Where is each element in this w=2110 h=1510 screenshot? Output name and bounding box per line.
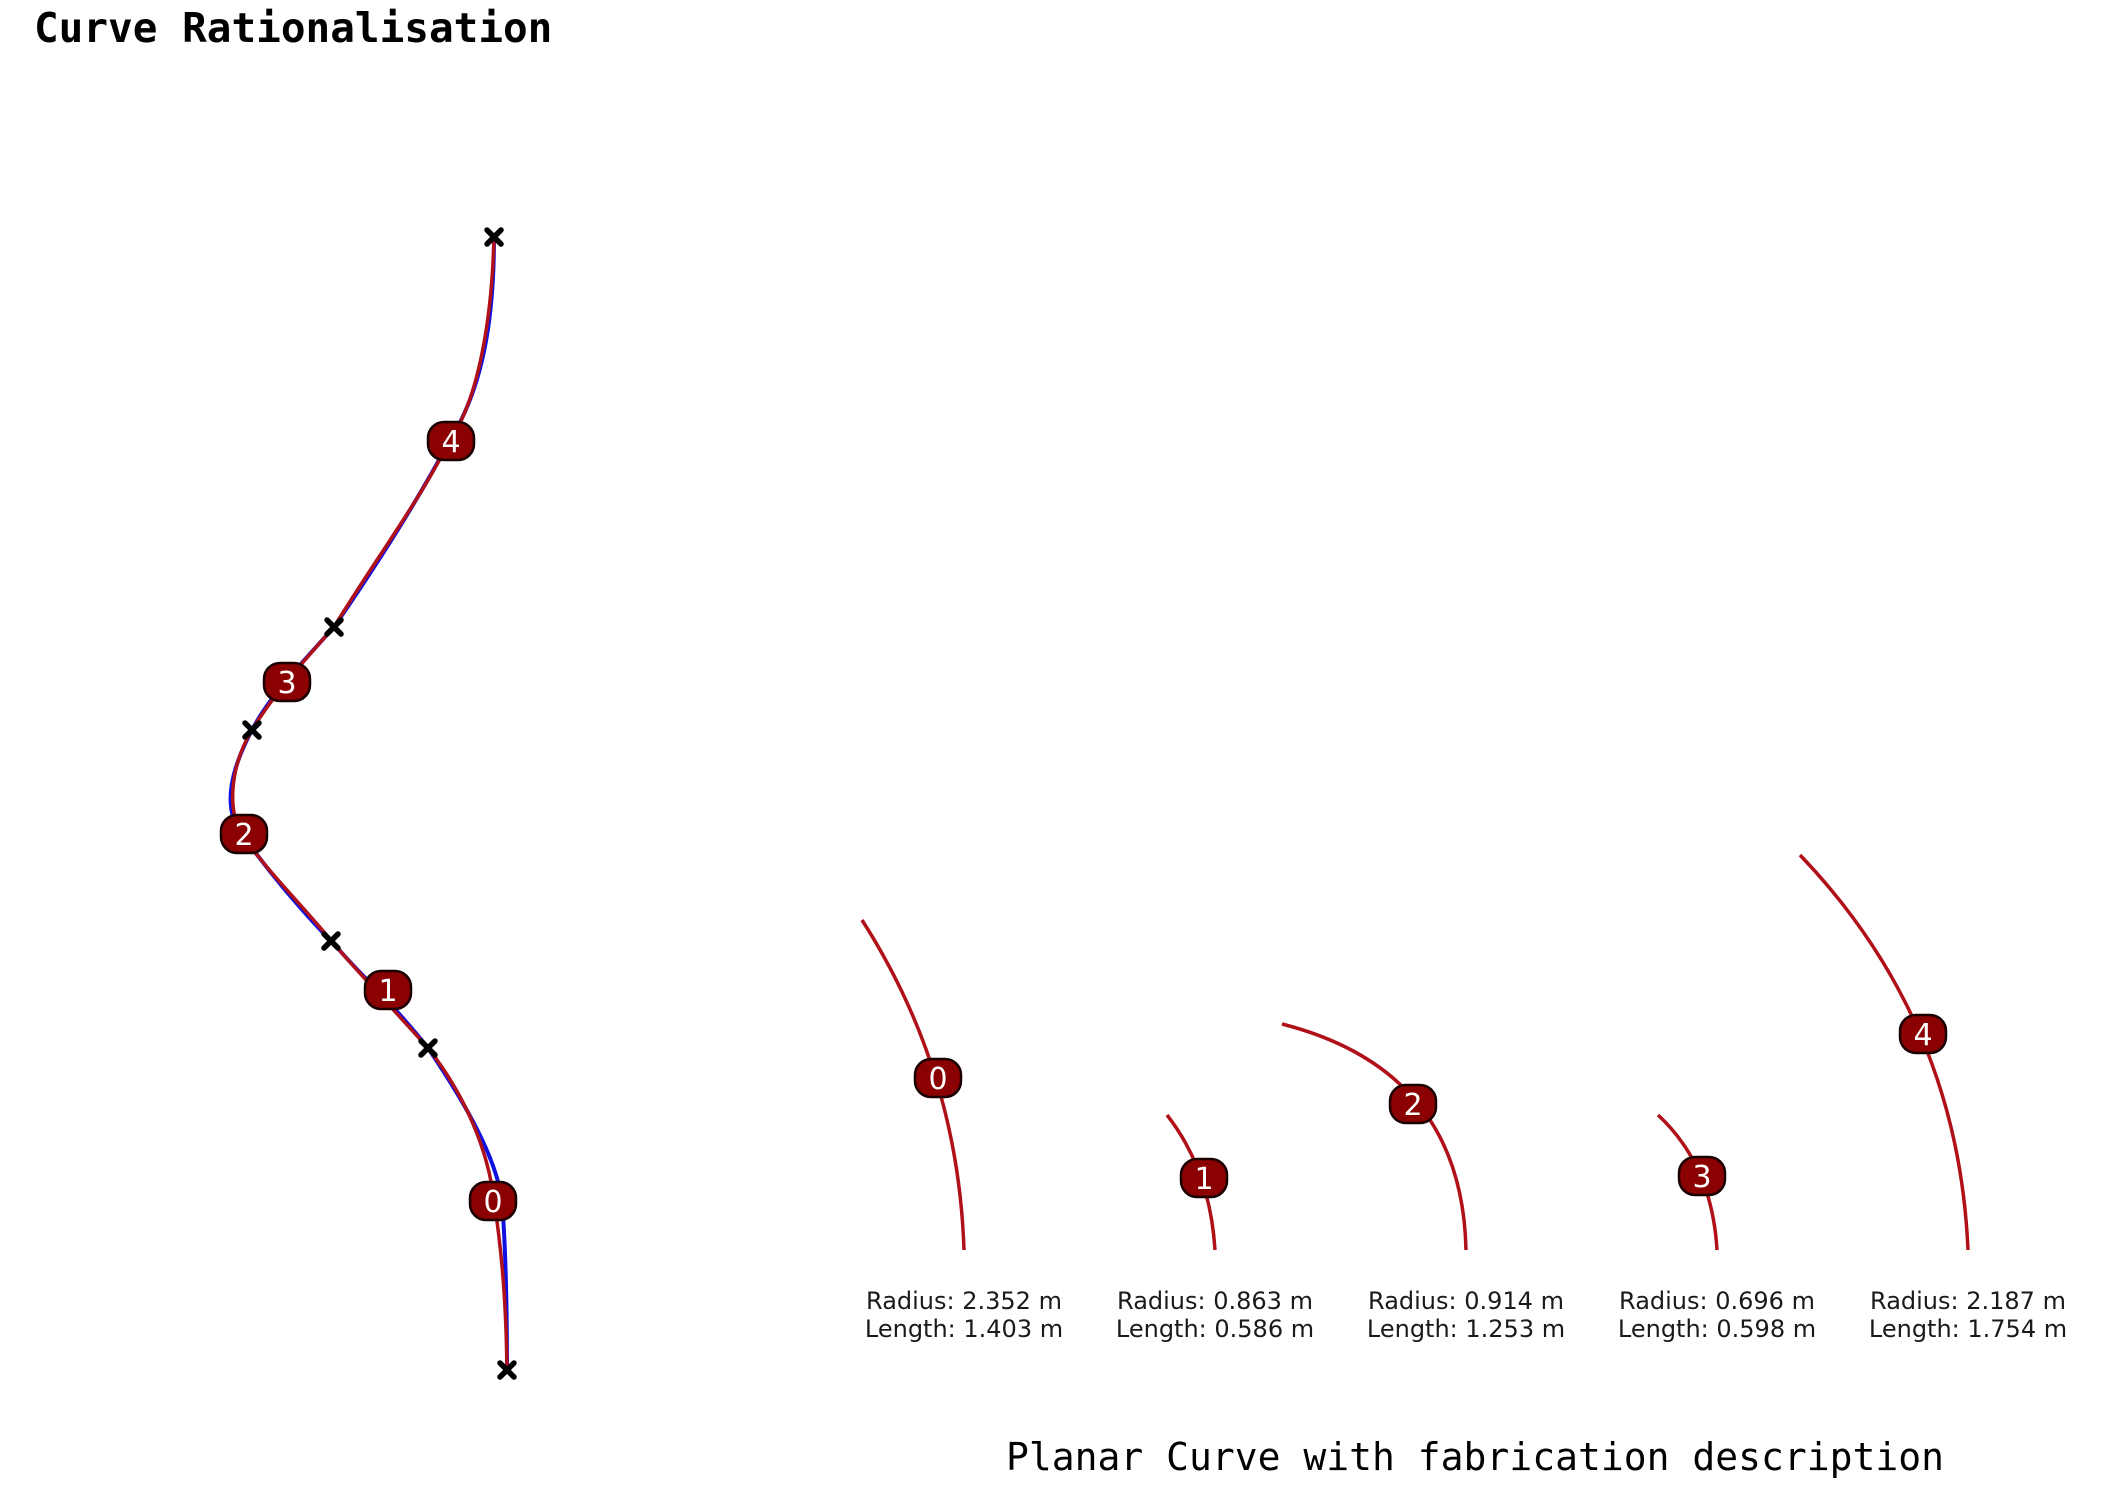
section-caption: Planar Curve with fabrication descriptio… [1006,1435,1944,1479]
planar-arc-0: 0 Radius: 2.352 m Length: 1.403 m [860,919,1063,1343]
curve-badge-2: 2 [219,813,269,855]
marker-x-icon [324,617,344,637]
page-title: Curve Rationalisation [34,4,552,52]
arc-length: Length: 0.586 m [1116,1315,1314,1343]
arc-radius: Radius: 0.696 m [1619,1287,1815,1315]
svg-text:3: 3 [277,666,296,701]
arc-length: Length: 1.253 m [1367,1315,1565,1343]
curve-badge-4: 4 [426,420,476,462]
planar-arc-1: 1 Radius: 0.863 m Length: 0.586 m [1116,1113,1314,1343]
svg-text:4: 4 [441,425,460,460]
arc-length: Length: 1.403 m [865,1315,1063,1343]
marker-x-icon [484,227,504,247]
marker-x-icon [242,720,262,740]
rationalised-curve: 4 3 2 1 0 [219,227,518,1380]
arc-badge-label: 1 [1194,1162,1213,1197]
arc-radius: Radius: 2.352 m [866,1287,1062,1315]
arc-badge-label: 0 [928,1062,947,1097]
arc-radius: Radius: 0.863 m [1117,1287,1313,1315]
marker-x-icon [497,1360,517,1380]
svg-text:1: 1 [378,974,397,1009]
division-markers [242,227,517,1380]
planar-arc-2: 2 Radius: 0.914 m Length: 1.253 m [1281,1022,1565,1343]
marker-x-icon [418,1038,438,1058]
marker-x-icon [321,931,341,951]
arc-badge-label: 4 [1913,1018,1932,1053]
curve-badge-1: 1 [363,969,413,1011]
planar-arc-3: 3 Radius: 0.696 m Length: 0.598 m [1618,1113,1816,1343]
svg-text:2: 2 [234,818,253,853]
arc-badge-label: 3 [1692,1160,1711,1195]
arc-radius: Radius: 0.914 m [1368,1287,1564,1315]
arc-length: Length: 0.598 m [1618,1315,1816,1343]
arc-badge-label: 2 [1403,1088,1422,1123]
arc-approximation [230,236,509,1371]
svg-text:0: 0 [483,1185,502,1220]
arc-radius: Radius: 2.187 m [1870,1287,2066,1315]
curve-badge-3: 3 [262,661,312,703]
arc-length: Length: 1.754 m [1869,1315,2067,1343]
planar-arcs: 0 Radius: 2.352 m Length: 1.403 m 1 Radi… [860,853,2067,1343]
curve-badge-0: 0 [468,1180,518,1222]
planar-arc-4: 4 Radius: 2.187 m Length: 1.754 m [1798,853,2067,1343]
